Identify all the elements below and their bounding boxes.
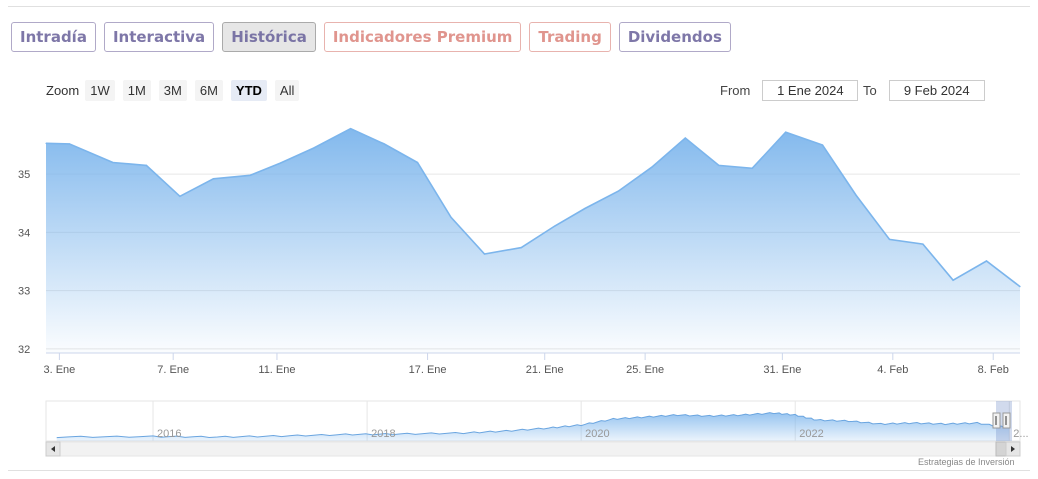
navigator-line <box>56 412 1010 439</box>
x-tick-label: 4. Feb <box>877 364 908 376</box>
data-point <box>718 164 720 166</box>
data-point <box>112 161 114 164</box>
from-label: From <box>720 83 751 98</box>
data-point <box>520 247 522 249</box>
data-point <box>855 194 857 196</box>
data-point <box>554 225 556 227</box>
zoom-button-3m[interactable]: 3M <box>158 80 187 101</box>
data-point <box>888 238 891 240</box>
price-line <box>45 127 1021 288</box>
data-point <box>313 147 315 149</box>
data-point <box>922 243 924 245</box>
to-date-input[interactable]: 9 Feb 2024 <box>888 80 985 101</box>
scrollbar-thumb[interactable] <box>995 441 1007 457</box>
data-point <box>483 253 486 255</box>
data-point <box>584 207 586 210</box>
data-point <box>450 216 452 218</box>
x-tick-label: 11. Ene <box>258 364 295 376</box>
data-point <box>952 279 954 281</box>
x-tick-label: 8. Feb <box>978 364 1009 376</box>
data-point <box>617 190 620 192</box>
x-tick-label: 7. Ene <box>157 364 189 376</box>
data-point <box>45 142 47 144</box>
y-tick-label: 34 <box>18 227 30 239</box>
top-divider <box>8 6 1030 7</box>
data-point <box>145 164 147 166</box>
arrow-left-icon <box>51 446 55 452</box>
tab-hist-rica[interactable]: Histórica <box>222 22 316 52</box>
tab-intrad-a[interactable]: Intradía <box>11 22 96 52</box>
data-point <box>821 144 824 146</box>
tab-trading[interactable]: Trading <box>529 22 611 52</box>
zoom-button-1w[interactable]: 1W <box>85 80 115 101</box>
data-point <box>1019 286 1021 288</box>
bottom-divider <box>8 470 1030 471</box>
chart-view-tabs: Intradía Interactiva Histórica Indicadores … <box>11 22 731 52</box>
tab-indicadores-premium[interactable]: Indicadores Premium <box>323 22 522 52</box>
data-point <box>651 166 653 168</box>
y-tick-label: 33 <box>18 286 30 298</box>
zoom-button-ytd[interactable]: YTD <box>230 80 267 101</box>
zoom-button-1m[interactable]: 1M <box>122 80 151 101</box>
navigator-year-label: 2020 <box>585 428 609 440</box>
data-point <box>383 143 385 145</box>
x-tick-label: 31. Ene <box>763 364 801 376</box>
x-tick-label: 21. Ene <box>526 364 564 376</box>
data-point <box>751 167 753 169</box>
x-tick-label: 3. Ene <box>43 364 75 376</box>
y-tick-label: 32 <box>18 344 30 356</box>
x-tick-label: 25. Ene <box>626 364 664 376</box>
navigator-area <box>56 412 1010 441</box>
data-point <box>68 143 70 145</box>
data-point <box>279 162 281 164</box>
zoom-selector: Zoom 1W 1M 3M 6M YTD All <box>46 80 307 101</box>
data-point <box>350 128 352 130</box>
arrow-right-icon <box>1011 446 1015 452</box>
chart-credit: Estrategias de Inversión <box>918 457 1015 467</box>
data-point <box>785 131 787 133</box>
data-point <box>416 161 419 164</box>
zoom-button-6m[interactable]: 6M <box>194 80 223 101</box>
data-point <box>179 195 181 197</box>
navigator-year-label: 2018 <box>371 428 395 440</box>
data-point <box>684 137 686 139</box>
navigator-year-label: 2022 <box>799 428 823 440</box>
scrollbar-track[interactable] <box>45 441 1021 457</box>
tab-dividendos[interactable]: Dividendos <box>618 22 731 52</box>
data-point <box>212 178 214 180</box>
from-date-input[interactable]: 1 Ene 2024 <box>762 80 859 101</box>
zoom-label: Zoom <box>46 83 80 98</box>
y-tick-label: 35 <box>18 169 30 181</box>
navigator-year-label: 2016 <box>157 428 181 440</box>
range-from: From 1 Ene 2024 <box>720 80 859 101</box>
x-tick-label: 17. Ene <box>409 364 447 376</box>
to-label: To <box>863 83 877 98</box>
navigator-year-label: 2... <box>1013 428 1028 440</box>
tab-interactiva[interactable]: Interactiva <box>103 22 215 52</box>
data-point <box>985 260 988 262</box>
data-point <box>249 174 251 176</box>
range-to: To 9 Feb 2024 <box>863 80 985 101</box>
zoom-button-all[interactable]: All <box>274 80 300 101</box>
